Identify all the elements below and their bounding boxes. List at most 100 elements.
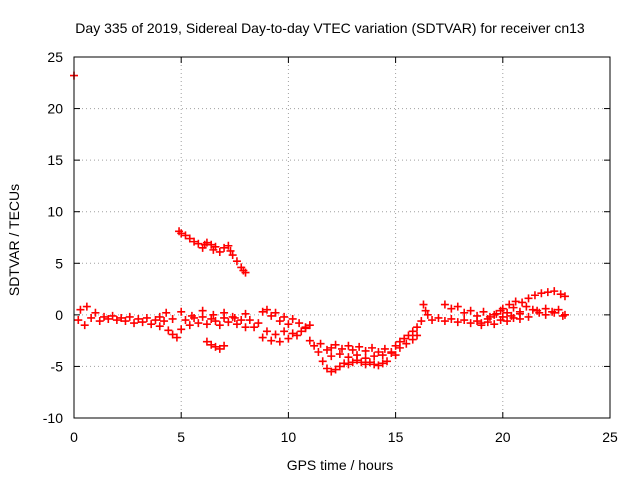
data-point [344, 360, 353, 369]
data-point [108, 311, 117, 320]
data-point [314, 347, 323, 356]
data-point [138, 318, 147, 327]
data-point [271, 308, 280, 317]
data-point [560, 292, 569, 301]
data-point [237, 316, 246, 325]
data-point [440, 317, 449, 326]
data-point [202, 320, 211, 329]
data-point [361, 354, 370, 363]
data-point [327, 367, 336, 376]
data-point [511, 297, 520, 306]
data-point [95, 317, 104, 326]
data-point [338, 344, 346, 353]
data-point [305, 321, 314, 330]
data-point [440, 300, 449, 309]
data-point [554, 305, 563, 314]
y-tick-label: 15 [47, 152, 63, 168]
data-point [104, 314, 113, 323]
data-point [207, 240, 216, 249]
data-point [82, 302, 91, 311]
data-point [305, 336, 314, 345]
data-point [370, 352, 379, 361]
data-point [404, 331, 413, 340]
data-point [380, 344, 389, 353]
data-point [477, 319, 486, 328]
x-axis-tick-labels: 0 5 10 15 20 25 [70, 429, 618, 445]
data-point [408, 335, 417, 344]
data-point [344, 353, 353, 362]
y-tick-label: 5 [55, 255, 63, 271]
data-point [241, 309, 250, 318]
data-point [353, 351, 362, 360]
data-point [537, 289, 546, 298]
data-point [211, 242, 220, 251]
data-point [453, 302, 462, 311]
x-tick-label: 15 [388, 429, 404, 445]
data-point [190, 237, 199, 246]
data-point [528, 305, 537, 314]
data-point [522, 302, 531, 311]
data-point [241, 268, 250, 277]
data-point [177, 325, 186, 334]
data-point [177, 229, 186, 238]
y-axis-label: SDTVAR / TECUs [6, 184, 22, 296]
data-point [198, 306, 207, 315]
data-point [370, 360, 379, 369]
data-point [262, 327, 271, 336]
x-tick-label: 0 [70, 429, 78, 445]
data-point [185, 234, 194, 243]
data-point [378, 351, 387, 360]
data-points [70, 71, 569, 376]
data-point [220, 341, 229, 350]
data-point [172, 333, 181, 342]
data-point [391, 341, 400, 350]
data-point [245, 316, 254, 325]
data-point [280, 312, 289, 321]
x-tick-label: 20 [495, 429, 511, 445]
data-point [400, 334, 409, 343]
data-point [524, 312, 533, 321]
data-point [428, 316, 437, 325]
data-point [310, 341, 319, 350]
data-point [408, 327, 417, 336]
data-point [402, 339, 411, 348]
data-point [365, 358, 374, 367]
data-point [413, 331, 422, 340]
data-point [543, 288, 552, 297]
data-point [292, 331, 301, 340]
data-point [419, 300, 428, 309]
plot-frame [73, 56, 611, 419]
data-point [466, 306, 475, 315]
data-point [515, 309, 524, 318]
data-point [473, 311, 482, 320]
data-point [207, 340, 216, 349]
data-point [507, 311, 516, 320]
y-tick-label: 0 [55, 307, 63, 323]
data-point [134, 314, 143, 323]
data-point [181, 316, 190, 325]
data-point [187, 311, 196, 320]
data-point [331, 340, 340, 349]
data-point [226, 246, 235, 255]
data-point [267, 336, 276, 345]
data-point [361, 346, 370, 355]
data-point [155, 322, 164, 331]
data-point [142, 313, 151, 322]
y-tick-label: -10 [43, 410, 63, 426]
data-point [160, 317, 169, 326]
data-point [541, 310, 550, 319]
data-point [280, 327, 289, 336]
data-point [533, 306, 542, 315]
x-tick-label: 5 [177, 429, 185, 445]
data-point [211, 317, 220, 326]
data-point [558, 311, 567, 320]
data-point [530, 291, 539, 300]
data-point [383, 357, 392, 366]
data-point [258, 307, 267, 316]
data-point [220, 243, 229, 252]
data-point [288, 314, 297, 323]
data-point [348, 345, 357, 354]
data-point [368, 343, 377, 352]
data-point [387, 347, 396, 356]
